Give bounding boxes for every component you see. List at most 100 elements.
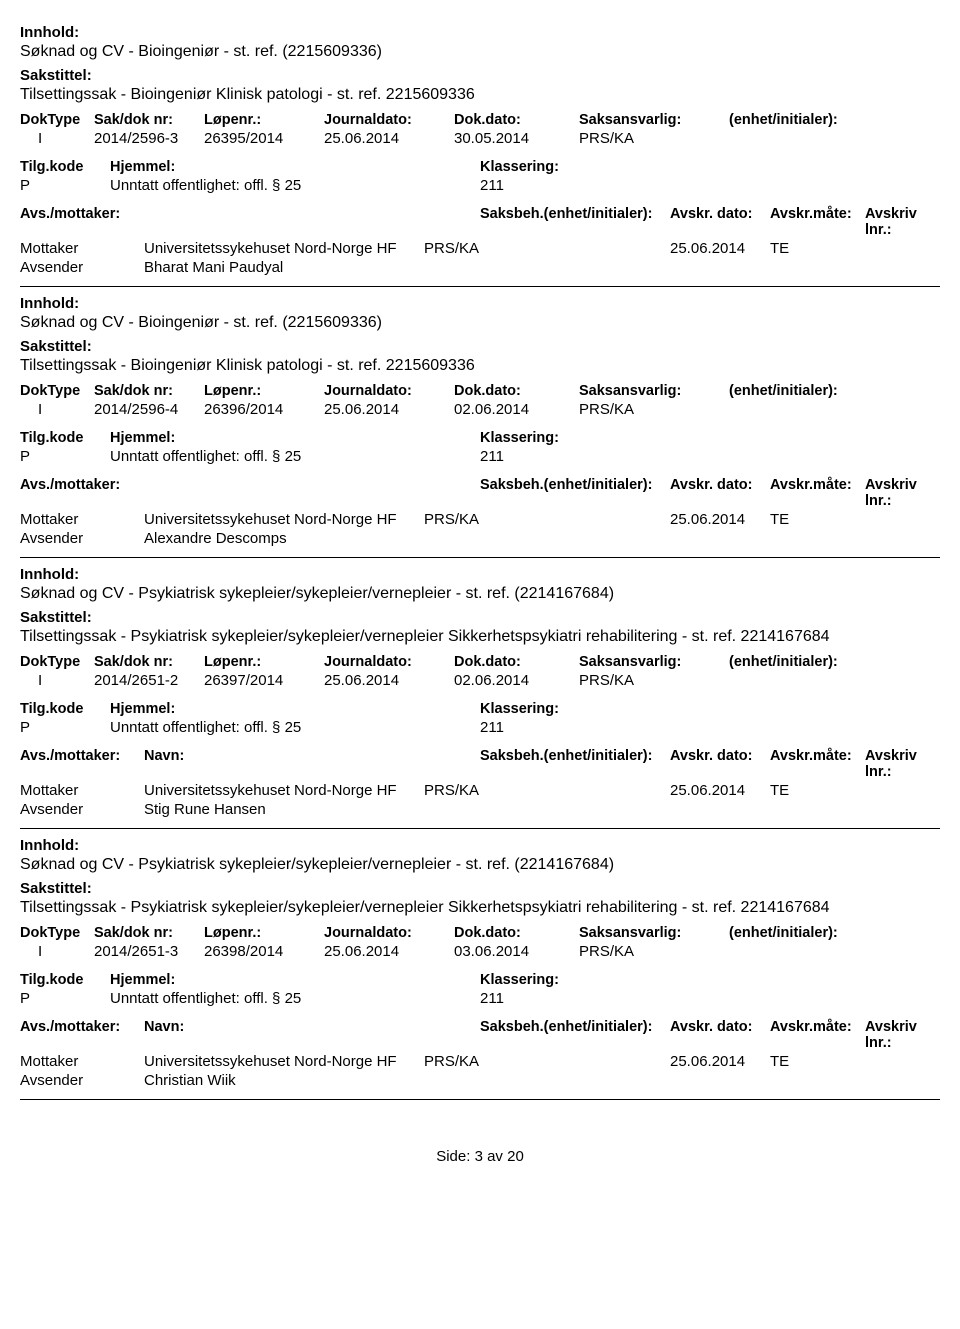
doktype-head: DokType [20,925,94,941]
enhet-init-head: (enhet/initialer): [729,654,919,670]
tilgkode-head: Tilg.kode [20,159,110,175]
innhold-label: Innhold: [20,837,940,854]
sakstittel-label: Sakstittel: [20,880,940,897]
avskr-maate-val: TE [770,782,865,799]
tilgkode-val: P [20,448,110,465]
record: Innhold: Søknad og CV - Bioingeniør - st.… [20,24,940,287]
saksbeh-head-part1: Saksbeh. [480,206,544,222]
mottaker-spacer [480,511,670,528]
avsmottaker-head: Avs./mottaker: [20,1019,144,1051]
avsender-navn: Stig Rune Hansen [144,801,940,818]
tilgkode-head: Tilg.kode [20,430,110,446]
klassering-head: Klassering: [480,972,940,988]
dokdato-head: Dok.dato: [454,383,579,399]
avskr-maate-val: TE [770,240,865,257]
saksbeh-head-part2: (enhet/initialer): [544,748,653,764]
saksansvarlig-head: Saksansvarlig: [579,383,729,399]
journaldato-head: Journaldato: [324,925,454,941]
journaldato-val: 25.06.2014 [324,130,454,147]
mottaker-label: Mottaker [20,1053,144,1070]
avskr-dato-val: 25.06.2014 [670,1053,770,1070]
avskriv-lnr-val [865,511,940,528]
sakdok-head: Sak/dok nr: [94,654,204,670]
hjemmel-head: Hjemmel: [110,701,480,717]
avsender-label: Avsender [20,801,144,818]
avs-header-row: Avs./mottaker:Navn:Saksbeh.(enhet/initia… [20,1019,940,1051]
klassering-val: 211 [480,719,940,736]
saksbeh-head: Saksbeh.(enhet/initialer): [480,1019,670,1051]
mottaker-saksbeh: PRS/KA [424,240,480,257]
lopenr-val: 26396/2014 [204,401,324,418]
doktype-value-row: I2014/2651-326398/201425.06.201403.06.20… [20,943,940,960]
klassering-head: Klassering: [480,430,940,446]
enhet-init-val [729,401,919,418]
sakstittel-value: Tilsettingssak - Bioingeniør Klinisk pat… [20,86,940,104]
avskriv-lnr-head: Avskriv lnr.: [865,1019,940,1051]
journaldato-val: 25.06.2014 [324,672,454,689]
hjemmel-value-row: PUnntatt offentlighet: offl. § 25211 [20,448,940,465]
doktype-val: I [20,943,94,960]
tilgkode-val: P [20,177,110,194]
tilgkode-val: P [20,719,110,736]
klassering-val: 211 [480,177,940,194]
avskr-dato-val: 25.06.2014 [670,240,770,257]
enhet-init-val [729,130,919,147]
journaldato-head: Journaldato: [324,112,454,128]
mottaker-row: MottakerUniversitetssykehuset Nord-Norge… [20,511,940,528]
sakstittel-value: Tilsettingssak - Psykiatrisk sykepleier/… [20,628,940,646]
mottaker-saksbeh: PRS/KA [424,1053,480,1070]
dokdato-val: 03.06.2014 [454,943,579,960]
innhold-label: Innhold: [20,24,940,41]
tilgkode-head: Tilg.kode [20,972,110,988]
lopenr-head: Løpenr.: [204,112,324,128]
saksbeh-head-part1: Saksbeh. [480,477,544,493]
dokdato-val: 02.06.2014 [454,672,579,689]
navn-head: Navn: [144,1019,480,1051]
avskriv-lnr-val [865,782,940,799]
avskr-maate-val: TE [770,1053,865,1070]
enhet-init-head: (enhet/initialer): [729,925,919,941]
mottaker-navn: Universitetssykehuset Nord-Norge HF [144,511,424,528]
saksbeh-head-part2: (enhet/initialer): [544,477,653,493]
doktype-val: I [20,401,94,418]
avsender-navn: Christian Wiik [144,1072,940,1089]
doktype-val: I [20,672,94,689]
saksansvarlig-head: Saksansvarlig: [579,654,729,670]
hjemmel-val: Unntatt offentlighet: offl. § 25 [110,177,480,194]
avskr-dato-head: Avskr. dato: [670,1019,770,1051]
hjemmel-header-row: Tilg.kodeHjemmel:Klassering: [20,159,940,175]
klassering-head: Klassering: [480,159,940,175]
saksansvarlig-val: PRS/KA [579,672,729,689]
avsender-label: Avsender [20,259,144,276]
hjemmel-header-row: Tilg.kodeHjemmel:Klassering: [20,701,940,717]
lopenr-val: 26397/2014 [204,672,324,689]
doktype-header-row: DokTypeSak/dok nr:Løpenr.:Journaldato:Do… [20,112,940,128]
sakdok-head: Sak/dok nr: [94,925,204,941]
hjemmel-val: Unntatt offentlighet: offl. § 25 [110,448,480,465]
mottaker-label: Mottaker [20,511,144,528]
sakdok-head: Sak/dok nr: [94,383,204,399]
sakstittel-label: Sakstittel: [20,67,940,84]
saksansvarlig-head: Saksansvarlig: [579,925,729,941]
doktype-header-row: DokTypeSak/dok nr:Løpenr.:Journaldato:Do… [20,383,940,399]
mottaker-row: MottakerUniversitetssykehuset Nord-Norge… [20,782,940,799]
avskriv-lnr-head: Avskriv lnr.: [865,477,940,509]
hjemmel-header-row: Tilg.kodeHjemmel:Klassering: [20,972,940,988]
dokdato-head: Dok.dato: [454,925,579,941]
innhold-value: Søknad og CV - Psykiatrisk sykepleier/sy… [20,585,940,603]
journaldato-val: 25.06.2014 [324,943,454,960]
avskriv-lnr-val [865,1053,940,1070]
dokdato-val: 02.06.2014 [454,401,579,418]
saksansvarlig-val: PRS/KA [579,943,729,960]
avsender-navn: Bharat Mani Paudyal [144,259,940,276]
avs-header-row: Avs./mottaker:Saksbeh.(enhet/initialer):… [20,477,940,509]
lopenr-val: 26395/2014 [204,130,324,147]
avsender-row: AvsenderBharat Mani Paudyal [20,259,940,276]
innhold-value: Søknad og CV - Bioingeniør - st. ref. (2… [20,43,940,61]
tilgkode-val: P [20,990,110,1007]
innhold-label: Innhold: [20,295,940,312]
journaldato-val: 25.06.2014 [324,401,454,418]
avskr-maate-head: Avskr.måte: [770,1019,865,1051]
doktype-head: DokType [20,112,94,128]
hjemmel-value-row: PUnntatt offentlighet: offl. § 25211 [20,990,940,1007]
